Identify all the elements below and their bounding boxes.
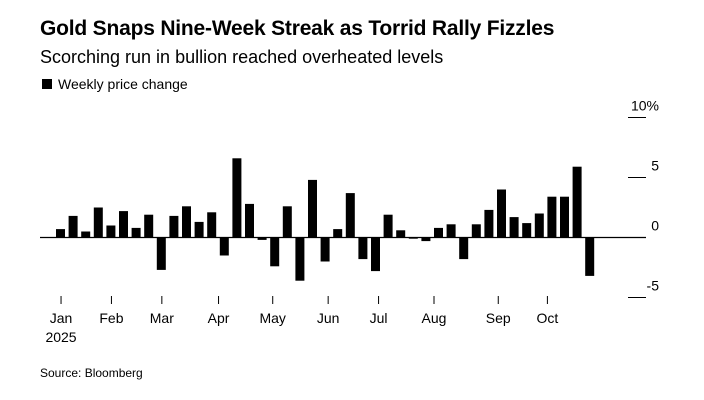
bar [358,237,368,260]
bar [434,227,443,238]
bar [81,231,91,238]
bar [295,237,305,281]
x-tick-label: Sep [486,310,511,326]
bar [245,203,254,238]
bar [547,196,557,238]
y-tick-label: 5 [651,158,659,174]
bar [182,206,191,238]
bar [421,237,431,242]
bar [219,237,229,256]
bar [308,179,317,238]
x-tick-label: Aug [422,310,447,326]
bar [169,215,179,238]
bar [509,217,519,238]
bar [257,237,267,240]
bar [484,209,494,238]
y-tick-label: -5 [647,278,660,294]
x-tick-label: Jun [317,310,340,326]
bar [383,214,393,238]
x-tick-label: Feb [99,310,123,326]
bar [207,212,217,238]
bar [522,223,532,238]
legend-swatch [42,79,52,89]
legend-label: Weekly price change [58,76,188,92]
x-tick-label: Jul [370,310,388,326]
x-tick-label: Jan [50,310,73,326]
bar [119,211,128,238]
bar [333,229,343,238]
bar [471,224,481,238]
bar [396,230,406,238]
x-axis: Jan Feb Mar Apr May Jun Jul Aug Sep Oct 2025 [45,296,558,345]
bar [459,237,469,260]
bar [194,221,204,238]
bar [497,189,506,238]
bar [282,206,292,238]
bar [93,207,103,238]
bar [371,237,380,272]
x-tick-label: May [259,310,285,326]
bar [560,196,569,238]
bar [345,193,355,238]
y-axis-labels: 10% 5 0 -5 [631,98,659,294]
x-tick-label: Apr [208,310,230,326]
x-tick-label: Mar [150,310,174,326]
bar [408,237,418,239]
chart-title: Gold Snaps Nine-Week Streak as Torrid Ra… [40,17,555,40]
bar [446,224,456,238]
y-tick-label: 0 [651,218,659,234]
x-year-label: 2025 [45,329,76,345]
source-note: Source: Bloomberg [40,366,143,380]
chart-subtitle: Scorching run in bullion reached overhea… [40,47,444,67]
bar [572,166,582,238]
bar [320,237,330,262]
bar [232,158,242,238]
y-gridlines [628,117,646,298]
bars [56,158,595,281]
bar [144,214,154,238]
bar [585,237,595,276]
bar [131,227,141,238]
legend: Weekly price change [42,76,188,92]
bar [534,213,544,238]
bar [106,225,116,238]
bar [270,237,280,267]
x-tick-label: Oct [537,310,559,326]
bar [156,237,166,270]
bar [56,229,65,238]
y-tick-label: 10% [631,98,659,114]
bar [68,215,78,238]
